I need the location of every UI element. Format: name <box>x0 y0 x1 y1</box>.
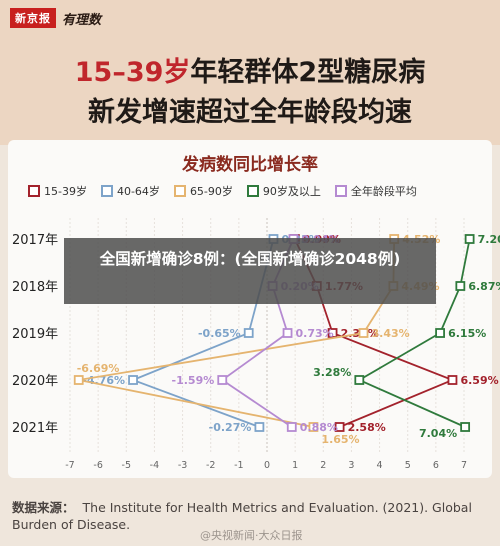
data-label: -6.69% <box>77 362 120 375</box>
newspaper-logo: 新京报 <box>10 8 56 28</box>
series-point <box>354 375 365 385</box>
headline-accent: 15–39岁 <box>74 57 191 88</box>
data-label: 7.04% <box>419 427 457 440</box>
category-label: 2018年 <box>12 280 58 295</box>
data-label: 6.15% <box>448 327 486 340</box>
category-label: 2017年 <box>12 233 58 248</box>
data-label: -1.59% <box>172 374 215 387</box>
series-point <box>217 375 228 385</box>
series-point <box>435 328 445 338</box>
data-label: 1.65% <box>321 433 359 446</box>
category-label: 2021年 <box>12 421 58 436</box>
x-tick-label: 7 <box>461 460 467 471</box>
headline-line1: 15–39岁年轻群体2型糖尿病 <box>0 50 500 89</box>
legend-label: 全年龄段平均 <box>350 185 417 198</box>
data-label: -0.27% <box>209 421 252 434</box>
series-point <box>455 281 466 291</box>
legend-label: 90岁及以上 <box>262 185 321 198</box>
x-tick-label: 4 <box>377 460 383 471</box>
data-label: 0.88% <box>300 421 338 434</box>
series-point <box>73 375 84 385</box>
x-tick-label: -1 <box>234 460 243 471</box>
data-label: 7.20% <box>478 233 500 246</box>
source-label: 数据来源： <box>12 500 75 515</box>
legend-item: 65-90岁 <box>173 183 233 199</box>
data-label: 0.73% <box>296 327 334 340</box>
legend-swatch <box>173 185 186 197</box>
source-note: 数据来源： The Institute for Health Metrics an… <box>12 499 492 533</box>
series-point <box>128 375 138 385</box>
headline-line2: 新发增速超过全年龄段均速 <box>88 97 412 128</box>
x-tick-label: -4 <box>150 460 159 471</box>
category-label: 2019年 <box>12 327 58 342</box>
category-label: 2020年 <box>12 374 58 389</box>
legend-swatch <box>28 185 40 197</box>
legend-label: 65-90岁 <box>189 185 233 198</box>
data-label: 6.59% <box>460 374 498 387</box>
legend-item: 90岁及以上 <box>246 183 321 199</box>
legend-swatch <box>100 185 113 197</box>
legend-swatch <box>246 185 259 197</box>
x-tick-label: 1 <box>292 460 298 471</box>
x-tick-label: 6 <box>433 460 439 471</box>
x-tick-label: 3 <box>348 460 354 471</box>
x-tick-label: -6 <box>93 460 102 471</box>
brand: 新京报 有理数 <box>10 8 101 28</box>
data-label: 3.28% <box>313 366 351 379</box>
source-text: The Institute for Health Metrics and Eva… <box>12 500 472 532</box>
data-label: -0.65% <box>198 327 241 340</box>
x-tick-label: 5 <box>405 460 411 471</box>
x-tick-label: 2 <box>320 460 326 471</box>
series-point <box>243 328 254 338</box>
series-point <box>447 375 458 385</box>
news-caption-overlay: 全国新增确诊8例：(全国新增确诊2048例) <box>64 238 436 304</box>
legend-swatch <box>334 185 347 197</box>
series-point <box>286 422 297 432</box>
series-point <box>282 328 293 338</box>
chart-legend: 15-39岁 40-64岁 65-90岁 90岁及以上 全年龄段平均 <box>28 183 417 199</box>
series-point <box>460 422 471 432</box>
watermark: @央视新闻·大众日报 <box>200 529 303 542</box>
legend-item: 全年龄段平均 <box>334 183 417 199</box>
series-point <box>308 422 319 432</box>
column-logo: 有理数 <box>62 12 102 28</box>
series-point <box>254 422 265 432</box>
x-tick-label: 0 <box>264 460 270 471</box>
series-point <box>334 422 345 432</box>
legend-item: 40-64岁 <box>100 183 160 199</box>
series-point <box>358 328 369 338</box>
chart-title: 发病数同比增长率 <box>182 155 318 175</box>
series-point <box>327 328 338 338</box>
x-tick-label: -7 <box>65 460 74 471</box>
legend-label: 15-39岁 <box>44 185 87 198</box>
x-tick-label: -5 <box>122 460 131 471</box>
legend-label: 40-64岁 <box>116 185 160 198</box>
x-tick-label: -2 <box>206 460 215 471</box>
x-tick-label: -3 <box>178 460 187 471</box>
header-panel: 新京报 有理数 15–39岁年轻群体2型糖尿病 新发增速超过全年龄段均速 <box>0 0 500 145</box>
data-label: 2.58% <box>348 421 386 434</box>
data-label: 3.43% <box>372 327 410 340</box>
headline-rest: 年轻群体2型糖尿病 <box>190 57 426 88</box>
legend-item: 15-39岁 <box>28 183 87 199</box>
series-point <box>464 234 475 244</box>
data-label: 6.87% <box>468 280 500 293</box>
